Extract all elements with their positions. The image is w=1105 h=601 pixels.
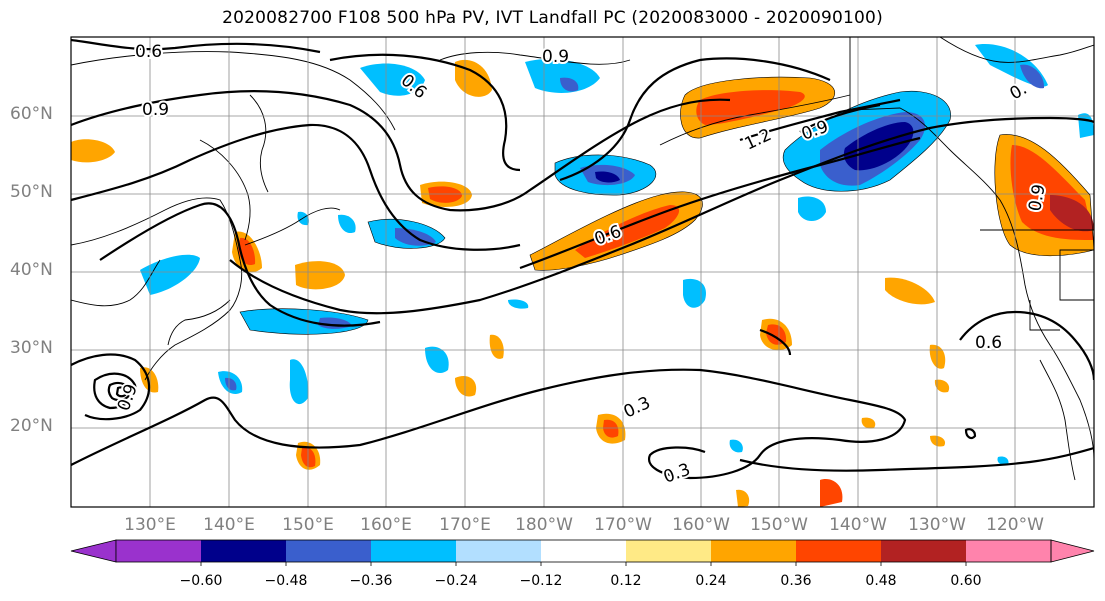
colorbar-tick-label: −0.24 — [434, 573, 478, 589]
colorbar-tick-label: 0.36 — [780, 573, 812, 589]
lat-label-50n: 50°N — [10, 182, 53, 202]
lon-label: 140°W — [829, 515, 887, 535]
pv-shading — [71, 44, 1094, 507]
contour-label: 0.9 — [542, 47, 569, 67]
contour-label: 0.6 — [135, 42, 162, 62]
contour-0-6-west — [71, 123, 521, 251]
contour-label: 1.2 — [742, 125, 775, 155]
pv-contours — [71, 38, 1094, 480]
contour-0-6-east — [519, 136, 921, 270]
lat-label-20n: 20°N — [10, 416, 53, 436]
lon-label: 170°W — [594, 515, 652, 535]
pos-anomaly-central-core — [575, 205, 680, 258]
lat-label-60n: 60°N — [10, 104, 53, 124]
contour-small-east — [964, 428, 977, 440]
lon-label: 180°W — [515, 515, 573, 535]
colorbar-tick-label: 0.48 — [865, 573, 897, 589]
colorbar-tick-label: 0.24 — [695, 573, 727, 589]
lon-label: 140°E — [203, 515, 255, 535]
lon-label: 120°W — [986, 515, 1044, 535]
contour-0-9-mid — [99, 202, 381, 327]
contour-label: 0.3 — [661, 460, 693, 488]
contour-0-9-west — [71, 90, 731, 212]
coastlines — [71, 37, 1094, 481]
colorbar-tick-label: 0.60 — [950, 573, 982, 589]
contour-0-9-east — [799, 103, 881, 133]
contour-0-6-north — [71, 38, 321, 54]
map-frame — [70, 36, 1095, 508]
contour-tc-inner-2 — [107, 381, 132, 402]
contour-south-fringe — [739, 446, 1094, 472]
contour-label: 0.9 — [114, 381, 142, 413]
colorbar — [70, 539, 1095, 566]
lon-label: 160°W — [672, 515, 730, 535]
colorbar-arrow-right — [1050, 539, 1095, 563]
lon-label: 130°E — [124, 515, 176, 535]
contour-tc-outer — [71, 353, 151, 421]
lon-label: 160°E — [360, 515, 412, 535]
contour-tc-inner-3 — [115, 386, 128, 398]
contour-0-3-south — [71, 368, 907, 480]
contour-north-loop — [329, 53, 521, 172]
lon-label: 150°E — [282, 515, 334, 535]
colorbar-tick-label: −0.48 — [264, 573, 308, 589]
colorbar-arrow-left — [70, 539, 117, 563]
colorbar-tick-label: 0.12 — [610, 573, 642, 589]
contour-ne-loop — [559, 57, 831, 182]
contour-label: 0.3 — [621, 393, 654, 423]
contour-label: 0.6 — [975, 333, 1002, 353]
contour-label: 0.9 — [142, 100, 169, 120]
contour-label: 0.9 — [1025, 183, 1049, 213]
contour-tc-inner-1 — [93, 372, 137, 410]
colorbar-tick-label: −0.12 — [519, 573, 563, 589]
map-title: 2020082700 F108 500 hPa PV, IVT Landfall… — [222, 8, 883, 28]
lat-label-30n: 30°N — [10, 338, 53, 358]
pos-anomaly-west-coast-peak — [1050, 195, 1094, 232]
lon-label: 130°W — [908, 515, 966, 535]
contour-main-jet — [229, 116, 1094, 315]
colorbar-tick-label: −0.60 — [179, 573, 223, 589]
contour-0-6-southeast — [759, 328, 792, 356]
lat-label-40n: 40°N — [10, 260, 53, 280]
neg-anomaly-alaska-core — [843, 122, 914, 171]
lon-label: 150°W — [750, 515, 808, 535]
colorbar-tick-label: −0.36 — [349, 573, 393, 589]
lon-label: 170°E — [439, 515, 491, 535]
map-plot-area: 0.6 0.9 0.6 0.9 1.2 0.9 0.9 0.6 0.6 0.3 … — [71, 37, 1094, 507]
contour-east-coast — [959, 310, 1094, 381]
